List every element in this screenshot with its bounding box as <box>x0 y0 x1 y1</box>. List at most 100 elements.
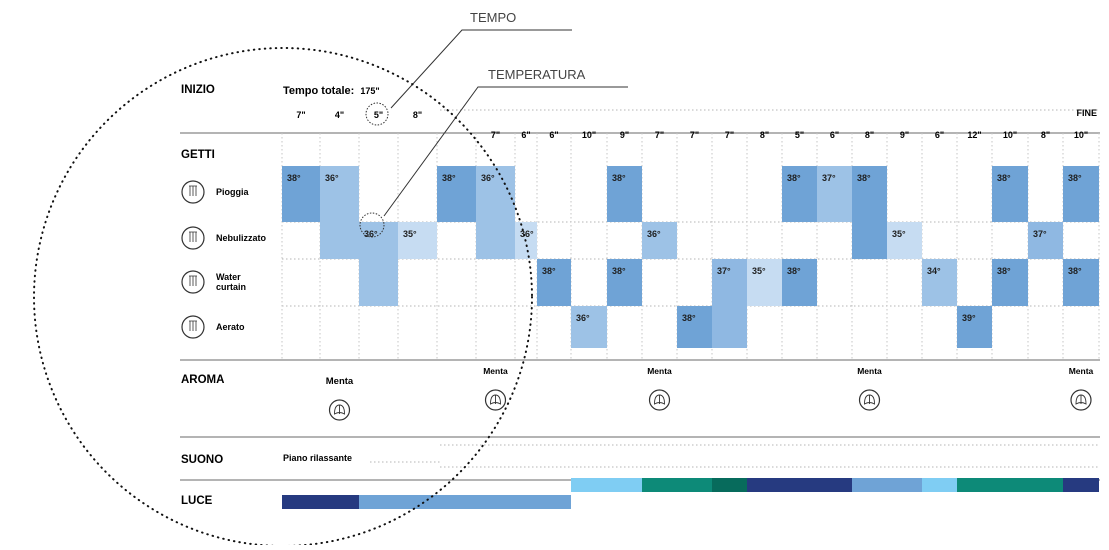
jet-label: Pioggia <box>216 187 249 197</box>
temperature-label: 37° <box>717 266 731 276</box>
aroma-item: Menta <box>647 366 672 411</box>
aroma-item: Menta <box>1069 366 1094 411</box>
temperature-cell <box>537 259 571 306</box>
duration-label: 12" <box>967 130 981 140</box>
temperature-label: 38° <box>542 266 556 276</box>
dotted-guides <box>282 109 1100 468</box>
temperature-label: 35° <box>403 229 417 239</box>
temperature-cell <box>852 166 887 222</box>
duration-label: 8" <box>1041 130 1050 140</box>
light-segment <box>359 495 571 509</box>
duration-label: 10" <box>1003 130 1017 140</box>
duration-label: 6" <box>935 130 944 140</box>
duration-label: 6" <box>549 130 558 140</box>
total-time-value: 175" <box>360 86 379 96</box>
temperature-cell <box>852 222 887 259</box>
temperature-cell <box>607 259 642 306</box>
row-label-aroma: AROMA <box>181 374 224 386</box>
light-bar <box>282 478 1099 509</box>
end-label: FINE <box>1076 108 1097 118</box>
temperature-label: 36° <box>647 229 661 239</box>
temperature-cell <box>437 166 476 222</box>
light-segment <box>642 478 712 492</box>
duration-label: 8" <box>413 110 422 120</box>
total-time-label: Tempo totale: <box>283 85 354 97</box>
leaf-icon <box>858 389 881 411</box>
jet-row-mist-shower: Nebulizzato <box>181 226 267 250</box>
temperature-label: 38° <box>1068 173 1082 183</box>
temperature-label: 38° <box>997 266 1011 276</box>
temperature-label: 38° <box>857 173 871 183</box>
temperature-cells: 38° 36° 36° 35° 38° 36° 36° 38° 36° 38° 38° 36° 38° 3… <box>282 166 1099 348</box>
temperature-label: 38° <box>787 173 801 183</box>
temperature-cell <box>712 259 747 306</box>
temperature-cell <box>782 259 817 306</box>
aroma-item: Menta <box>326 376 354 421</box>
callout-tempo-label: TEMPO <box>470 10 516 25</box>
temperature-cell <box>957 306 992 348</box>
temperature-cell <box>642 222 677 259</box>
light-segment <box>571 478 642 492</box>
temperature-cell <box>571 306 607 348</box>
aroma-label: Menta <box>483 366 508 376</box>
aerated-shower-icon <box>181 315 205 339</box>
duration-label: 7" <box>491 130 500 140</box>
temperature-label: 35° <box>752 266 766 276</box>
light-segment <box>1063 478 1099 492</box>
light-segment <box>852 478 922 492</box>
temperature-cell <box>712 306 747 348</box>
temperature-cell <box>359 259 398 306</box>
temperature-label: 36° <box>481 173 495 183</box>
aroma-label: Menta <box>857 366 882 376</box>
light-segment <box>922 478 957 492</box>
temperature-label: 37° <box>822 173 836 183</box>
duration-label: 7" <box>296 110 305 120</box>
callout-temperatura: TEMPERATURA <box>359 67 628 238</box>
temperature-cell <box>607 166 642 222</box>
row-label-getti: GETTI <box>181 149 215 161</box>
duration-label: 9" <box>900 130 909 140</box>
temperature-cell <box>476 222 515 259</box>
aroma-label: Menta <box>1069 366 1094 376</box>
jet-label: Water <box>216 272 241 282</box>
duration-label: 5" <box>374 110 383 120</box>
leaf-icon <box>484 389 507 411</box>
duration-label: 8" <box>760 130 769 140</box>
magnifier-lens <box>33 47 533 547</box>
temperature-cell <box>1028 222 1063 259</box>
temperature-cell <box>398 222 437 259</box>
duration-label: 6" <box>830 130 839 140</box>
temperature-cell <box>922 259 957 306</box>
light-segment <box>957 478 1063 492</box>
duration-label: 6" <box>521 130 530 140</box>
temperature-cell <box>992 259 1028 306</box>
aroma-label: Menta <box>647 366 672 376</box>
sound-label: Piano rilassante <box>283 453 352 463</box>
temperature-cell <box>320 222 359 259</box>
row-label-luce: LUCE <box>181 495 213 507</box>
temperature-cell <box>282 166 320 222</box>
temperature-label: 36° <box>520 229 534 239</box>
leaf-icon <box>648 389 671 411</box>
temperature-label: 38° <box>997 173 1011 183</box>
temperature-cell <box>359 222 398 259</box>
leaf-icon <box>1070 389 1092 411</box>
callout-tempo: TEMPO <box>365 10 572 126</box>
temperature-cell <box>476 166 515 222</box>
duration-label: 4" <box>335 110 344 120</box>
aroma-item: Menta <box>483 366 508 411</box>
temperature-label: 38° <box>787 266 801 276</box>
callout-temperatura-label: TEMPERATURA <box>488 67 586 82</box>
light-segment <box>712 478 747 492</box>
aroma-row: Menta Menta Menta Menta Menta <box>326 366 1094 421</box>
jet-row-rain-shower: Pioggia <box>181 180 249 204</box>
temperature-label: 37° <box>1033 229 1047 239</box>
jet-label: Nebulizzato <box>216 233 267 243</box>
temperature-cell <box>782 166 817 222</box>
temperature-cell <box>677 306 712 348</box>
temperature-cell <box>320 166 359 222</box>
temperature-label: 36° <box>325 173 339 183</box>
jet-row-aerated-shower: Aerato <box>181 315 245 339</box>
temperature-cell <box>1063 259 1099 306</box>
